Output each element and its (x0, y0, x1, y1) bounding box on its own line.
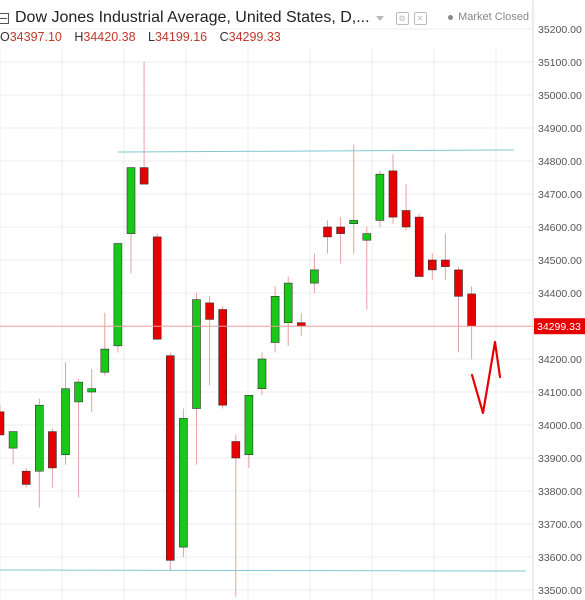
candle-up (244, 394, 254, 455)
ohlc-low: L34199.16 (148, 30, 208, 44)
candle-up (74, 381, 83, 403)
candle-down (441, 259, 450, 267)
candle-up (257, 358, 267, 390)
ohlc-values: O34397.10 H34420.38 L34199.16 C34299.33 (0, 30, 290, 44)
ohlc-close: C34299.33 (219, 30, 281, 44)
market-status: Market Closed (448, 11, 529, 23)
candle-up (61, 388, 70, 456)
candle-down (0, 411, 5, 436)
candle-up (349, 220, 359, 224)
candle-up (283, 282, 293, 324)
caret-down-icon[interactable] (375, 15, 384, 21)
y-tick-label: 34100.00 (538, 387, 582, 399)
candle-up (310, 269, 319, 284)
y-tick-label: 35000.00 (538, 90, 582, 102)
candle-down (323, 226, 332, 238)
resistance-trendline (117, 149, 515, 153)
candle-down (454, 269, 463, 297)
y-tick-label: 34800.00 (538, 156, 582, 168)
last-price-badge (534, 318, 585, 335)
chart-header: Dow Jones Industrial Average, United Sta… (0, 0, 533, 48)
candle-up (87, 388, 96, 393)
settings-icon[interactable]: ⚙ (395, 11, 409, 25)
candle-down (218, 309, 227, 406)
ohlc-high: H34420.38 (74, 30, 136, 44)
y-tick-label: 35100.00 (538, 57, 582, 69)
candle-down (427, 259, 437, 271)
y-tick-label: 34000.00 (538, 420, 582, 432)
candle-down (139, 167, 149, 185)
candle-up (100, 348, 110, 373)
candle-down (231, 441, 241, 459)
y-tick-label: 33800.00 (538, 486, 582, 498)
candle-down (21, 470, 31, 485)
y-tick-label: 34900.00 (538, 123, 582, 135)
candle-down (166, 355, 175, 561)
candle-up (179, 418, 188, 548)
candle-down (296, 322, 306, 327)
y-tick-label: 34200.00 (538, 354, 582, 366)
candle-up (113, 243, 123, 347)
candle-up (8, 431, 18, 449)
candle-up (192, 299, 201, 409)
candle-down (388, 170, 398, 218)
y-tick-label: 33600.00 (538, 552, 582, 564)
candle-down (336, 226, 345, 234)
candle-down (48, 431, 57, 469)
candle-down (401, 210, 411, 228)
candle-down (152, 236, 162, 340)
close-icon[interactable]: ✕ (413, 11, 427, 25)
y-tick-label: 34500.00 (538, 255, 582, 267)
candle-up (375, 173, 385, 221)
y-tick-label: 34700.00 (538, 189, 582, 201)
candle-down (467, 293, 476, 327)
title-row: Dow Jones Industrial Average, United Sta… (0, 8, 427, 28)
candle-up (34, 404, 44, 472)
projection-drawing (470, 340, 502, 415)
candle-down (414, 216, 424, 277)
y-tick-label: 33900.00 (538, 453, 582, 465)
y-tick-label: 33500.00 (538, 585, 582, 597)
symbol-title: Dow Jones Industrial Average, United Sta… (15, 9, 370, 26)
last-price-label: 34299.33 (537, 321, 581, 333)
y-tick-label: 35200.00 (538, 24, 582, 36)
y-tick-label: 34400.00 (538, 288, 582, 300)
collapse-icon[interactable] (0, 12, 9, 24)
market-status-label: Market Closed (458, 11, 529, 23)
support-trendline (0, 569, 527, 572)
y-tick-label: 34600.00 (538, 222, 582, 234)
candle-up (126, 167, 136, 234)
status-dot-icon (448, 14, 454, 20)
candle-up (362, 233, 372, 241)
ohlc-open: O34397.10 (0, 30, 62, 44)
candle-down (205, 302, 214, 320)
candle-up (270, 295, 280, 343)
y-tick-label: 33700.00 (538, 519, 582, 531)
